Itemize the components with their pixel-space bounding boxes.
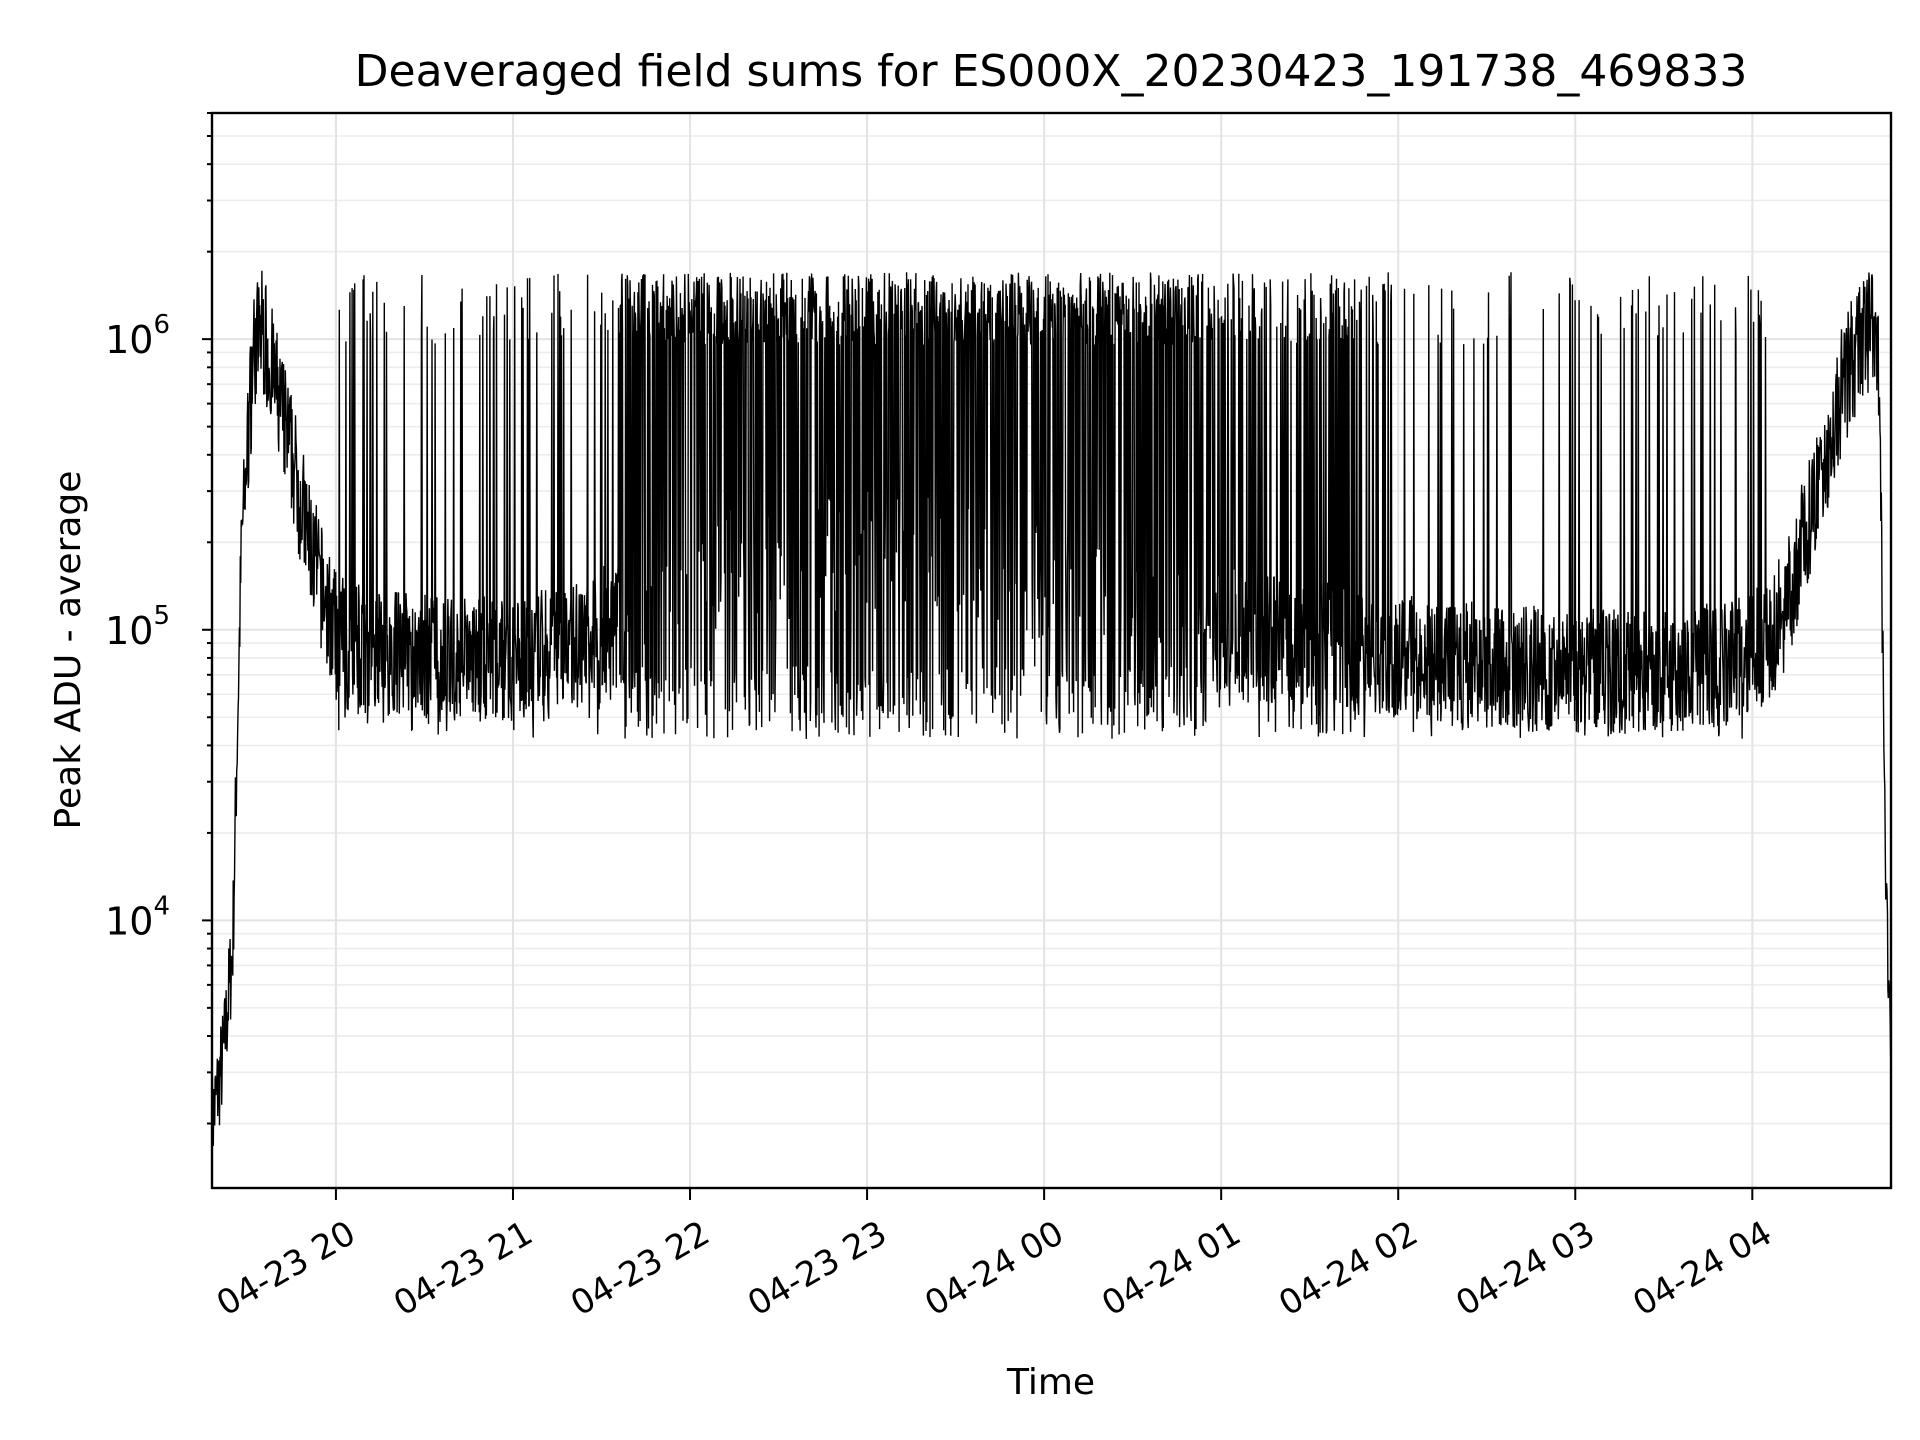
y-axis-label: Peak ADU - average xyxy=(48,471,89,830)
x-tick-label: 04-23 23 xyxy=(741,1213,893,1324)
x-tick-label: 04-24 03 xyxy=(1449,1213,1601,1324)
chart-title: Deaveraged field sums for ES000X_2023042… xyxy=(355,46,1748,97)
y-tick-label: 104 xyxy=(105,891,170,943)
x-axis: 04-23 20 04-23 21 04-23 22 04-23 23 04-24 00… xyxy=(210,1188,1779,1324)
y-axis: 104 105 106 xyxy=(105,112,212,1125)
x-tick-label: 04-24 04 xyxy=(1626,1213,1778,1324)
plot-frame xyxy=(210,111,1893,1190)
y-tick-exponent: 5 xyxy=(153,601,170,631)
grid xyxy=(212,112,1891,1188)
x-tick-label: 04-23 21 xyxy=(387,1213,539,1324)
y-tick-label: 106 xyxy=(105,310,170,362)
x-tick-label: 04-23 22 xyxy=(564,1213,716,1324)
x-tick-label: 04-24 00 xyxy=(918,1213,1070,1324)
x-tick-label: 04-24 02 xyxy=(1272,1213,1424,1324)
x-axis-label: Time xyxy=(1006,1362,1095,1403)
x-tick-label: 04-23 20 xyxy=(210,1213,362,1324)
y-tick-label: 105 xyxy=(105,601,170,653)
x-tick-label: 04-24 01 xyxy=(1095,1213,1247,1324)
y-tick-exponent: 4 xyxy=(153,891,170,921)
series-line xyxy=(211,270,1892,1166)
y-tick-exponent: 6 xyxy=(153,310,170,340)
